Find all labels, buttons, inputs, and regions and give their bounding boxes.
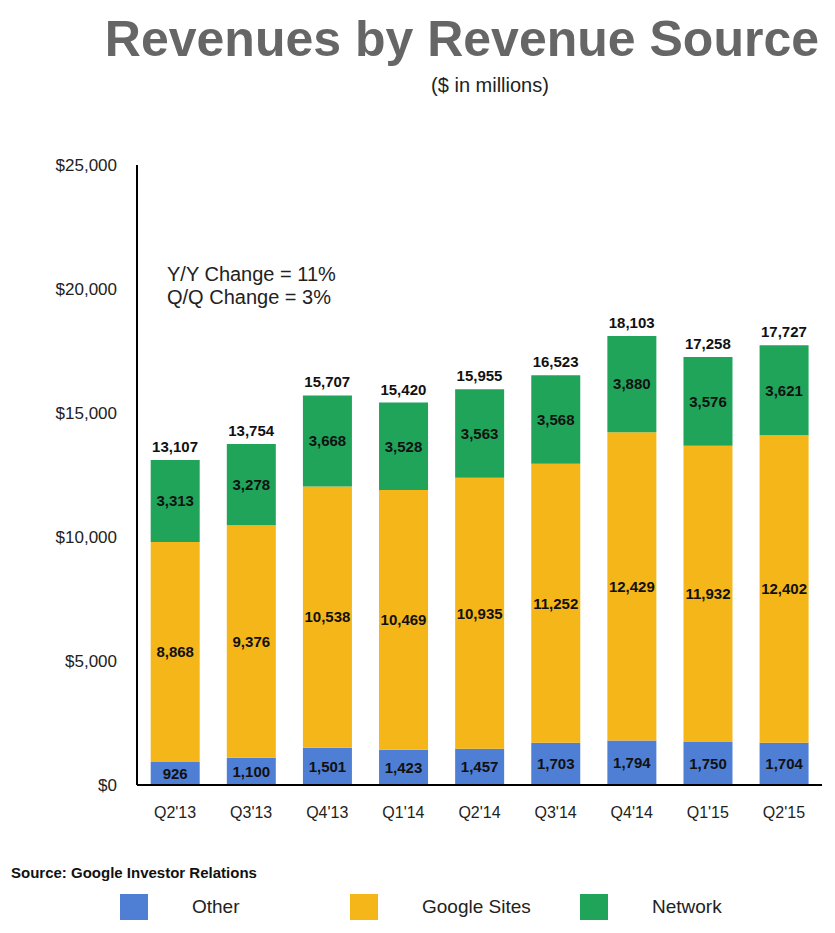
svg-text:3,278: 3,278 [233, 476, 271, 493]
html-text:Network: Network [652, 896, 722, 917]
html-text:Other: Other [192, 896, 240, 917]
svg-text:$0: $0 [98, 776, 117, 795]
svg-text:1,704: 1,704 [765, 755, 803, 772]
svg-text:1,457: 1,457 [461, 758, 499, 775]
html-text:Source: Google Investor Relati: Source: Google Investor Relations [11, 864, 257, 881]
svg-text:1,703: 1,703 [537, 755, 575, 772]
svg-text:3,621: 3,621 [765, 382, 803, 399]
svg-text:1,750: 1,750 [689, 755, 727, 772]
svg-text:10,538: 10,538 [304, 608, 350, 625]
svg-text:3,313: 3,313 [156, 492, 194, 509]
svg-text:Q3'14: Q3'14 [535, 804, 577, 821]
svg-text:9,376: 9,376 [233, 633, 271, 650]
svg-text:$25,000: $25,000 [56, 156, 117, 175]
svg-text:15,955: 15,955 [457, 367, 503, 384]
html-text:Q/Q Change = 3%: Q/Q Change = 3% [167, 286, 331, 308]
svg-text:Q2'15: Q2'15 [763, 804, 805, 821]
svg-text:Q1'15: Q1'15 [687, 804, 729, 821]
svg-text:Q3'13: Q3'13 [230, 804, 272, 821]
svg-text:3,563: 3,563 [461, 425, 499, 442]
svg-text:13,754: 13,754 [228, 422, 275, 439]
svg-text:Q4'14: Q4'14 [611, 804, 653, 821]
svg-text:3,528: 3,528 [385, 438, 423, 455]
svg-text:3,668: 3,668 [309, 432, 347, 449]
svg-text:12,402: 12,402 [761, 580, 807, 597]
svg-text:$10,000: $10,000 [56, 528, 117, 547]
html-text:($ in millions): ($ in millions) [431, 74, 549, 96]
svg-text:17,258: 17,258 [685, 335, 731, 352]
svg-text:Q4'13: Q4'13 [306, 804, 348, 821]
svg-text:18,103: 18,103 [609, 314, 655, 331]
svg-text:8,868: 8,868 [156, 643, 194, 660]
svg-text:3,880: 3,880 [613, 375, 651, 392]
svg-text:1,794: 1,794 [613, 754, 651, 771]
svg-text:13,107: 13,107 [152, 438, 198, 455]
svg-text:1,423: 1,423 [385, 759, 423, 776]
svg-text:10,935: 10,935 [457, 605, 503, 622]
svg-text:926: 926 [163, 765, 188, 782]
svg-text:11,252: 11,252 [533, 595, 578, 612]
html-text:Revenues by Revenue Source: Revenues by Revenue Source [104, 11, 819, 67]
svg-text:12,429: 12,429 [609, 578, 655, 595]
svg-text:Q2'13: Q2'13 [154, 804, 196, 821]
svg-text:$20,000: $20,000 [56, 280, 117, 299]
html-text:Google Sites: Google Sites [422, 896, 531, 917]
svg-text:1,100: 1,100 [233, 763, 271, 780]
svg-text:10,469: 10,469 [381, 611, 427, 628]
svg-text:15,707: 15,707 [304, 373, 350, 390]
svg-text:$5,000: $5,000 [65, 652, 117, 671]
svg-text:Q1'14: Q1'14 [382, 804, 424, 821]
svg-text:1,501: 1,501 [309, 758, 347, 775]
svg-text:$15,000: $15,000 [56, 404, 117, 423]
svg-text:3,576: 3,576 [689, 393, 727, 410]
svg-text:17,727: 17,727 [761, 323, 807, 340]
svg-text:3,568: 3,568 [537, 411, 575, 428]
svg-text:Q2'14: Q2'14 [458, 804, 500, 821]
svg-text:16,523: 16,523 [533, 353, 579, 370]
svg-text:15,420: 15,420 [380, 381, 426, 398]
html-text:Y/Y Change = 11%: Y/Y Change = 11% [167, 263, 336, 285]
svg-text:11,932: 11,932 [685, 585, 730, 602]
